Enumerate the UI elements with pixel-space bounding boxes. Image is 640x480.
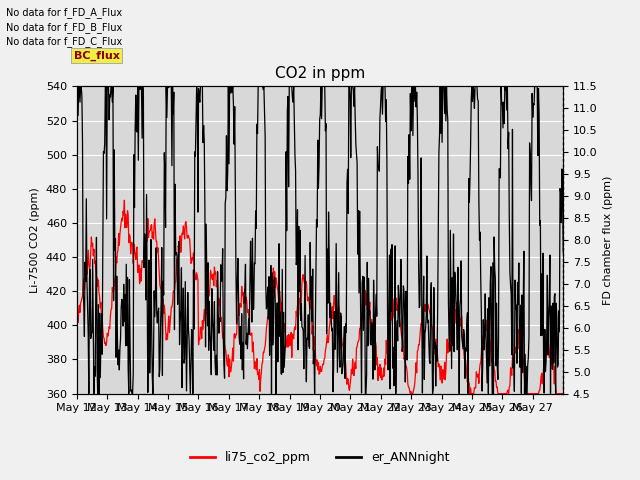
er_ANNnight xyxy=(262,306,270,312)
Y-axis label: Li-7500 CO2 (ppm): Li-7500 CO2 (ppm) xyxy=(30,187,40,293)
Title: CO2 in ppm: CO2 in ppm xyxy=(275,66,365,81)
Text: No data for f_FD_A_Flux: No data for f_FD_A_Flux xyxy=(6,7,122,18)
er_ANNnight xyxy=(220,362,228,368)
li75_co2_ppm xyxy=(120,197,128,203)
li75_co2_ppm xyxy=(262,325,270,331)
er_ANNnight xyxy=(90,391,98,396)
Line: er_ANNnight: er_ANNnight xyxy=(77,86,563,394)
Text: BC_flux: BC_flux xyxy=(74,50,120,60)
er_ANNnight xyxy=(371,311,378,316)
li75_co2_ppm xyxy=(244,307,252,312)
er_ANNnight xyxy=(397,288,405,294)
li75_co2_ppm xyxy=(397,333,405,338)
er_ANNnight xyxy=(73,84,81,89)
li75_co2_ppm xyxy=(406,391,414,396)
li75_co2_ppm xyxy=(220,337,228,343)
er_ANNnight xyxy=(244,330,252,336)
Line: li75_co2_ppm: li75_co2_ppm xyxy=(77,200,563,394)
li75_co2_ppm xyxy=(73,300,81,305)
Text: No data for f_FD_C_Flux: No data for f_FD_C_Flux xyxy=(6,36,123,47)
Text: No data for f_FD_B_Flux: No data for f_FD_B_Flux xyxy=(6,22,123,33)
li75_co2_ppm xyxy=(371,334,378,340)
li75_co2_ppm xyxy=(559,391,567,396)
li75_co2_ppm xyxy=(131,249,138,254)
Legend: li75_co2_ppm, er_ANNnight: li75_co2_ppm, er_ANNnight xyxy=(186,446,454,469)
Y-axis label: FD chamber flux (ppm): FD chamber flux (ppm) xyxy=(603,175,613,305)
er_ANNnight xyxy=(559,250,567,255)
er_ANNnight xyxy=(131,204,138,210)
